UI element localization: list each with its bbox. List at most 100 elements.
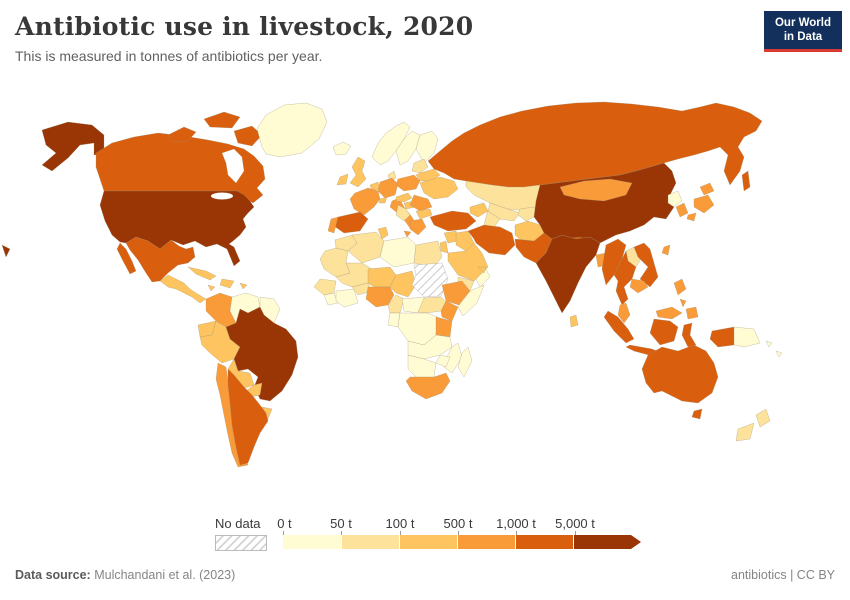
region-indonesia-papua[interactable]: [709, 326, 735, 348]
region-philippines-luzon[interactable]: [673, 278, 687, 296]
region-switzerland[interactable]: [378, 196, 388, 204]
region-poland[interactable]: [395, 174, 421, 192]
region-japan[interactable]: [693, 194, 715, 214]
region-norway[interactable]: [371, 121, 411, 166]
region-sri-lanka[interactable]: [569, 314, 579, 328]
region-canada-arctic-islands[interactable]: [167, 126, 197, 143]
region-sicily[interactable]: [403, 230, 412, 238]
region-finland[interactable]: [415, 130, 439, 164]
region-somalia[interactable]: [457, 284, 485, 317]
region-japan[interactable]: [699, 182, 715, 196]
region-cambodia[interactable]: [629, 278, 649, 294]
region-japan[interactable]: [686, 212, 697, 222]
region-sakhalin[interactable]: [741, 170, 751, 192]
legend-no-data-swatch[interactable]: [215, 535, 267, 551]
region-jamaica[interactable]: [207, 284, 216, 292]
region-namibia-botswana[interactable]: [407, 354, 437, 380]
region-new-zealand-south[interactable]: [735, 422, 755, 442]
region-israel-jordan[interactable]: [439, 240, 449, 254]
region-ukraine[interactable]: [419, 176, 459, 200]
region-cameroon[interactable]: [387, 294, 405, 314]
region-mauritania[interactable]: [319, 247, 351, 278]
owid-logo[interactable]: Our World in Data: [764, 11, 842, 52]
legend-bin-1000-5000[interactable]: [515, 535, 573, 549]
region-saudi-arabia[interactable]: [447, 242, 489, 282]
region-cuba[interactable]: [187, 266, 217, 281]
region-alaska[interactable]: [41, 121, 105, 172]
region-mozambique[interactable]: [443, 342, 463, 374]
region-australia[interactable]: [641, 344, 719, 404]
region-portugal[interactable]: [327, 216, 339, 234]
region-madagascar[interactable]: [457, 346, 473, 378]
region-spain[interactable]: [333, 211, 369, 234]
region-puerto-rico[interactable]: [239, 282, 248, 290]
region-greenland[interactable]: [256, 102, 328, 158]
region-caucasus[interactable]: [469, 202, 489, 218]
region-oman[interactable]: [475, 268, 491, 288]
region-north-korea[interactable]: [667, 190, 683, 208]
region-ireland[interactable]: [336, 173, 349, 186]
region-senegal-guinea[interactable]: [313, 278, 337, 296]
region-usa[interactable]: [99, 190, 255, 267]
region-map-edge-fragment[interactable]: [1, 244, 11, 258]
region-south-korea[interactable]: [675, 202, 689, 218]
region-philippines-mindanao[interactable]: [685, 306, 699, 320]
region-indonesia-kalimantan[interactable]: [649, 318, 679, 346]
region-indonesia-sumatra[interactable]: [603, 310, 635, 344]
region-russia[interactable]: [427, 101, 763, 188]
region-zimbabwe[interactable]: [435, 354, 451, 368]
region-baltics[interactable]: [411, 158, 429, 174]
region-argentina[interactable]: [227, 368, 269, 466]
region-hispaniola[interactable]: [219, 278, 235, 289]
legend-bin-0-50[interactable]: [283, 535, 341, 549]
legend-bin-100-500[interactable]: [399, 535, 457, 549]
region-iran[interactable]: [467, 224, 516, 256]
region-balkans[interactable]: [395, 204, 411, 222]
region-romania[interactable]: [409, 194, 433, 212]
region-tasmania[interactable]: [691, 408, 703, 420]
region-kenya[interactable]: [440, 300, 459, 322]
region-central-america[interactable]: [159, 274, 207, 304]
region-germany[interactable]: [377, 177, 399, 199]
license-link[interactable]: antibiotics | CC BY: [731, 568, 835, 582]
region-malaysia[interactable]: [617, 302, 631, 324]
region-france[interactable]: [349, 187, 381, 216]
region-papua-new-guinea[interactable]: [733, 326, 761, 348]
region-vietnam[interactable]: [633, 242, 659, 288]
region-philippines[interactable]: [679, 298, 687, 308]
region-baja-california[interactable]: [116, 242, 137, 275]
region-libya[interactable]: [379, 236, 417, 268]
region-mongolia[interactable]: [559, 178, 633, 202]
region-uk[interactable]: [349, 156, 367, 188]
region-sudan[interactable]: [411, 262, 449, 298]
region-south-africa[interactable]: [405, 372, 451, 400]
region-solomon-islands[interactable]: [765, 340, 773, 348]
region-sweden[interactable]: [395, 130, 421, 166]
legend-bin-5000-plus[interactable]: [573, 535, 631, 549]
region-malaysia-borneo[interactable]: [655, 306, 683, 320]
region-taiwan[interactable]: [661, 244, 671, 256]
region-indonesia-sulawesi[interactable]: [681, 322, 697, 348]
region-tunisia[interactable]: [377, 226, 389, 240]
region-sierra-leone-liberia[interactable]: [323, 292, 339, 306]
region-iceland[interactable]: [332, 141, 352, 156]
region-algeria[interactable]: [347, 231, 385, 264]
legend-bin-500-1000[interactable]: [457, 535, 515, 549]
region-turkey[interactable]: [429, 210, 477, 232]
region-czech-austria[interactable]: [395, 192, 413, 203]
region-ivory-coast-ghana[interactable]: [335, 288, 359, 308]
region-new-zealand-north[interactable]: [755, 408, 771, 428]
region-thailand[interactable]: [613, 250, 637, 306]
region-canada-arctic-islands[interactable]: [203, 111, 241, 129]
region-greece[interactable]: [409, 218, 427, 236]
region-china[interactable]: [533, 162, 677, 244]
region-mexico[interactable]: [125, 236, 196, 283]
region-brazil[interactable]: [225, 306, 299, 402]
region-bulgaria[interactable]: [415, 208, 433, 220]
region-kyrgyzstan-tajikistan[interactable]: [517, 206, 539, 222]
legend-bin-50-100[interactable]: [341, 535, 399, 549]
region-egypt[interactable]: [413, 240, 443, 268]
region-solomon-islands[interactable]: [775, 350, 783, 358]
region-canada-arctic-islands[interactable]: [233, 125, 263, 147]
region-uae[interactable]: [477, 266, 487, 274]
